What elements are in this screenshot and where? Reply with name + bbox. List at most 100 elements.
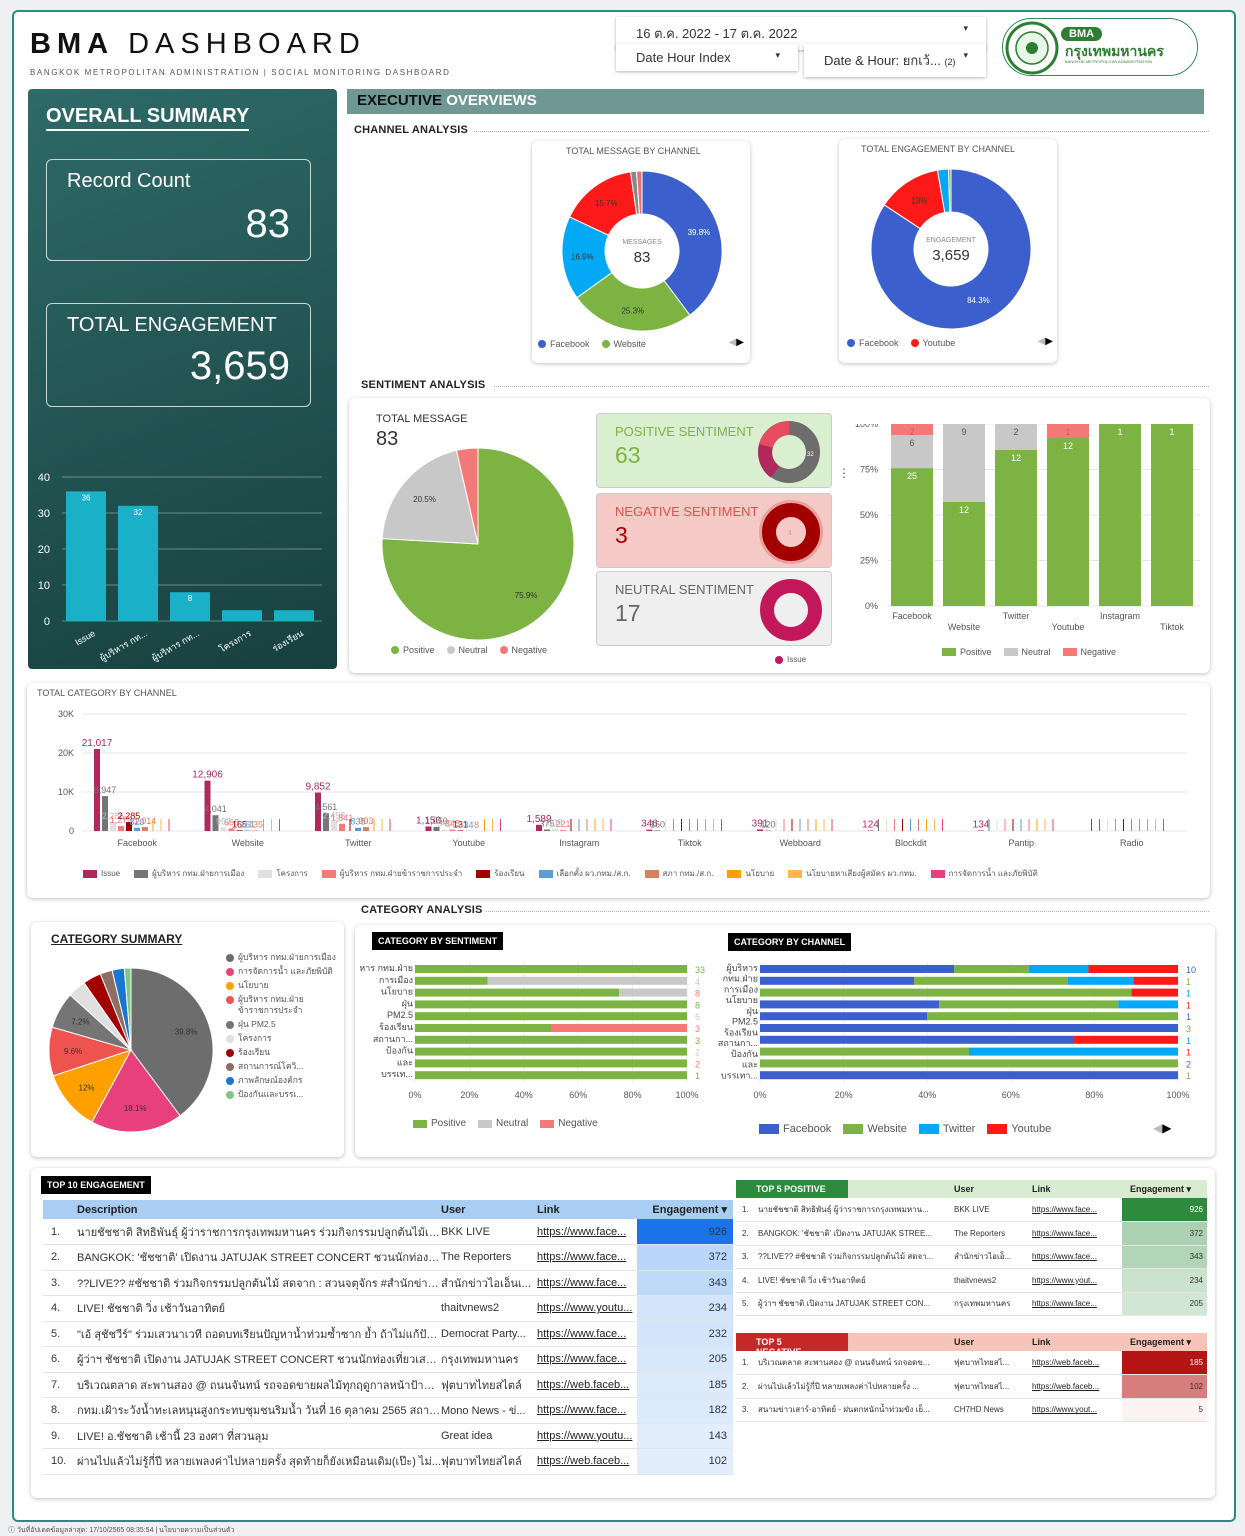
y-tick-label: ป้องกัน [386, 1046, 413, 1056]
bar-segment [415, 1024, 551, 1032]
date-hour-filter[interactable]: Date & Hour: ยกเว้... (2) ▾ [804, 44, 986, 77]
y-tick-label: ฝุ่น [747, 1006, 758, 1017]
legend-item: Issue [83, 869, 120, 878]
post-link[interactable]: https://www.face... [537, 1225, 627, 1238]
post-link[interactable]: https://web.faceb... [1032, 1358, 1100, 1367]
post-link[interactable]: https://www.face... [1032, 1252, 1097, 1262]
x-tick-label: Instagram [1100, 611, 1140, 621]
table-row[interactable]: 4. LIVE! ชัชชาติ วิ่ง เช้าวันอาทิตย์ thait… [43, 1295, 733, 1322]
pie-slice [455, 447, 479, 545]
y-tick-label: 40 [38, 472, 50, 484]
bar-segment [995, 450, 1037, 606]
post-link[interactable]: https://www.face... [537, 1353, 627, 1366]
category-by-channel-bar-chart: 0% 20% 40% 60% 80% 100% ผู้บริหารกทม.ฝ่ายการเม… [718, 961, 1196, 1100]
post-link[interactable]: https://www.face... [537, 1276, 627, 1289]
bar-segment [995, 424, 1037, 450]
bar [142, 827, 148, 831]
table-row[interactable]: 5. "เอ้ สุชัชวีร์" ร่วมเสวนาเวที ถอดบทเรี… [43, 1321, 733, 1347]
post-link[interactable]: https://web.faceb... [537, 1455, 630, 1468]
slice-label: 12% [79, 1083, 95, 1092]
slice-label: 9.6% [64, 1047, 82, 1056]
y-tick-label: และ [397, 1057, 413, 1067]
y-tick-label: 30 [38, 508, 50, 520]
table-row[interactable]: 2. ผ่านไปแล้วไม่รู้กี่ปี หลายเพลงค่าไปหลา… [736, 1374, 1207, 1399]
table-row[interactable]: 3. ??LIVE?? #ชัชชาติ ร่วมกิจกรรมปลูกต้นไม… [43, 1270, 733, 1296]
bar-value-label: 1,014 [134, 816, 157, 826]
bar-value-label: 151 [240, 819, 255, 829]
segment-label: 12 [959, 505, 969, 515]
bar-segment [760, 988, 1132, 997]
legend-pager-icon[interactable]: ◀▶ [728, 337, 744, 348]
post-link[interactable]: https://www.yout... [1032, 1405, 1097, 1415]
bar-value-label: 150 [650, 819, 665, 829]
post-link[interactable]: https://www.youtu... [537, 1302, 633, 1315]
segment-label: 12 [1011, 453, 1021, 463]
table-row[interactable]: 2. BANGKOK: 'ชัชชาติ' เปิดงาน JATUJAK STR… [736, 1221, 1207, 1246]
post-link[interactable]: https://www.face... [1032, 1299, 1097, 1309]
post-link[interactable]: https://www.face... [537, 1251, 627, 1264]
bar-segment [969, 1047, 1178, 1056]
x-tick-label: Instagram [559, 838, 599, 848]
table-row[interactable]: 7. บริเวณตลาด สะพานสอง @ ถนนจันทน์ รถจอดข… [43, 1372, 733, 1398]
legend-item: การจัดการน้ำ และภัยพิบัติ [226, 966, 342, 977]
total-message-value: 83 [376, 428, 399, 450]
x-tick-label: Tiktok [678, 838, 702, 848]
post-link[interactable]: https://www.face... [537, 1327, 627, 1340]
bar [425, 826, 432, 831]
table-row[interactable]: 10. ผ่านไปแล้วไม่รู้กี่ปี หลายเพลงค่าไปหล… [43, 1448, 733, 1475]
post-link[interactable]: https://www.face... [1032, 1228, 1097, 1238]
more-options-icon[interactable]: ⋮ [838, 466, 850, 480]
y-tick-label: 30K [58, 709, 74, 719]
bar-segment [1118, 1000, 1178, 1009]
table-row[interactable]: 5. ผู้ว่าฯ ชัชชาติ เปิดงาน JATUJAK STREET… [736, 1292, 1207, 1316]
slice-label: 16.9% [571, 252, 594, 261]
table-row[interactable]: 8. กทม.เฝ้าระวังน้ำทะเลหนุนสูงกระทบชุมชนร… [43, 1397, 733, 1424]
bar-value-label: 21,017 [82, 738, 113, 749]
post-link[interactable]: https://www.face... [1032, 1205, 1097, 1214]
bar [126, 822, 132, 831]
post-link[interactable]: https://web.faceb... [1032, 1381, 1100, 1391]
bar [118, 826, 124, 831]
legend-pager-icon[interactable]: ◀▶ [1153, 1121, 1172, 1135]
center-label: MESSAGES [622, 239, 662, 246]
post-link[interactable]: https://web.faceb... [537, 1378, 630, 1391]
table-row[interactable]: 1. บริเวณตลาด สะพานสอง @ ถนนจันทน์ รถจอดข… [736, 1351, 1207, 1375]
bar-value-label: 345 [445, 819, 460, 829]
sort-engagement-header[interactable]: Engagement ▾ [637, 1200, 733, 1219]
slice-label: 39.8% [175, 1028, 198, 1037]
y-tick-label: กทม.ฝ่าย [723, 974, 758, 984]
center-value: 83 [634, 249, 651, 266]
bar-segment [1131, 988, 1178, 997]
neutral-sentiment-card: NEUTRAL SENTIMENT 17 17 [596, 571, 832, 646]
post-link[interactable]: https://www.face... [537, 1404, 627, 1417]
table-row[interactable]: 9. LIVE! อ.ชัชชาติ เช้านี้ 23 องศา ที่สวน… [43, 1423, 733, 1449]
bar-segment [1028, 965, 1089, 973]
table-row[interactable]: 6. ผู้ว่าฯ ชัชชาติ เปิดงาน JATUJAK STREET… [43, 1346, 733, 1373]
bar-segment [891, 468, 933, 606]
engagement-by-channel-pie: 84.3% 13% ENGAGEMENT 3,659 [870, 168, 1032, 330]
table-row[interactable]: 1. นายชัชชาติ สิทธิพันธุ์ ผู้ว่าราชการกรุ… [43, 1219, 733, 1245]
bar-value-label: 820 [129, 817, 144, 827]
table-row[interactable]: 4. LIVE! ชัชชาติ วิ่ง เช้าวันอาทิตย์ thait… [736, 1268, 1207, 1293]
total-label: 33 [695, 965, 705, 975]
table-row[interactable]: 1. นายชัชชาติ สิทธิพันธุ์ ผู้ว่าราชการกรุ… [736, 1198, 1207, 1222]
post-link[interactable]: https://www.yout... [1032, 1275, 1097, 1285]
table-row[interactable]: 2. BANGKOK: 'ชัชชาติ' เปิดงาน JATUJAK STR… [43, 1244, 733, 1271]
x-tick-label: 80% [1085, 1090, 1103, 1100]
total-label: 1 [1186, 1000, 1191, 1010]
pie-slice [91, 1049, 181, 1133]
segment-label: 9 [961, 427, 966, 437]
y-tick-label: ผู้บริหาร [726, 963, 758, 974]
table-row[interactable]: 3. สนามข่าวเสาร์-อาทิตย์ - ฝนตกหนักน้ำท่ว… [736, 1398, 1207, 1422]
bar-value-label: 4,041 [204, 804, 227, 814]
bar [544, 829, 550, 831]
legend-pager-icon[interactable]: ◀▶ [1037, 336, 1053, 347]
top10-title: TOP 10 ENGAGEMENT [41, 1176, 151, 1194]
date-hour-index-select[interactable]: Date Hour Index ▾ [616, 44, 798, 71]
segment-label: 12 [1063, 441, 1073, 451]
bar [170, 592, 210, 621]
post-link[interactable]: https://www.youtu... [537, 1429, 633, 1442]
table-row[interactable]: 3. ??LIVE?? #ชัชชาติ ร่วมกิจกรรมปลูกต้นไม… [736, 1245, 1207, 1269]
bar [339, 823, 345, 831]
x-tick-label: 0% [408, 1090, 421, 1100]
